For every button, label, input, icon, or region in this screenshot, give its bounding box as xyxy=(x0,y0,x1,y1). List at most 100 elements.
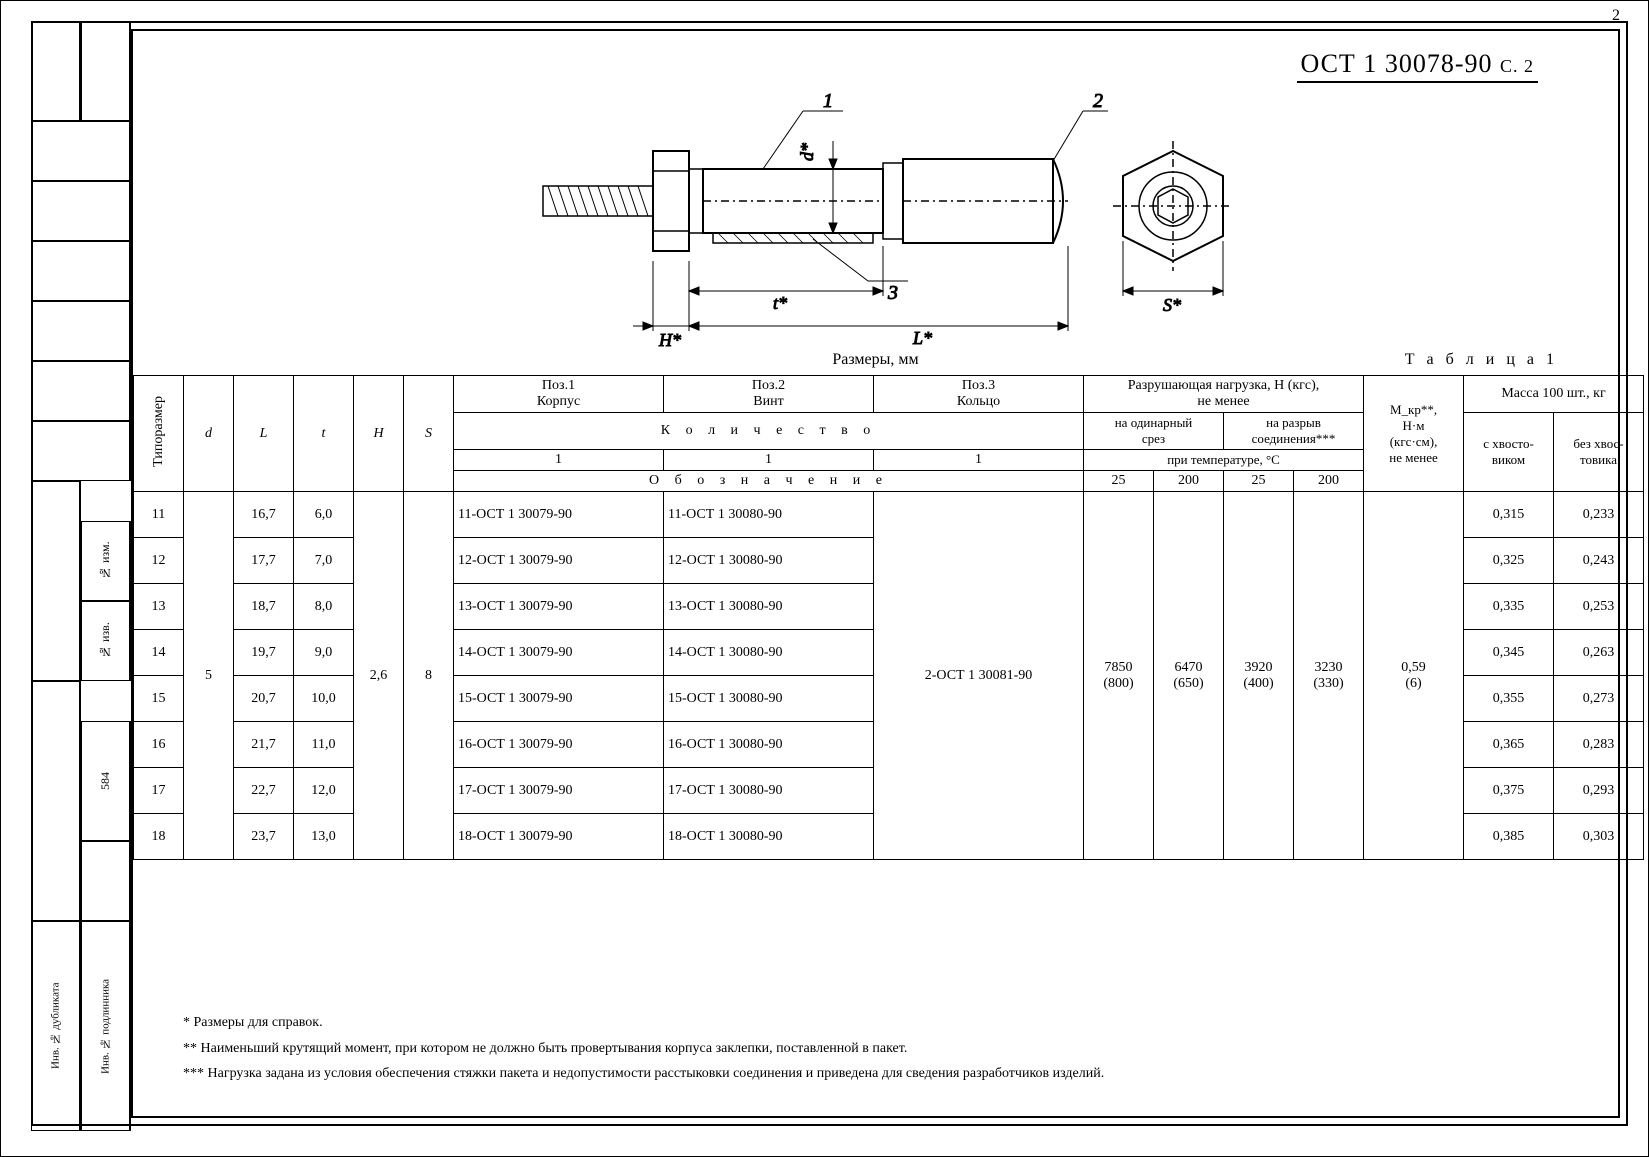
spec-table: Типоразмер d L t H S Поз.1 Корпус Поз.2 … xyxy=(133,375,1644,860)
hdr-tensile: на разрыв соединения*** xyxy=(1224,413,1364,450)
dim-H: H* xyxy=(658,330,681,350)
footnote-1: * Размеры для справок. xyxy=(183,1010,1578,1035)
table-cell: 12-ОСТ 1 30080-90 xyxy=(664,538,874,584)
table-cell: 5 xyxy=(184,492,234,860)
inner-frame: ОСТ 1 30078-90 С. 2 xyxy=(131,29,1620,1118)
callout-2: 2 xyxy=(1093,91,1103,112)
dim-t: t* xyxy=(773,293,787,313)
table-cell: 0,345 xyxy=(1464,630,1554,676)
stamp-blank xyxy=(31,121,131,181)
stamp-584: 584 xyxy=(81,721,131,841)
table-cell: 22,7 xyxy=(234,768,294,814)
table-cell: 23,7 xyxy=(234,814,294,860)
hdr-load: Разрушающая нагрузка, Н (кгс), не менее xyxy=(1084,376,1364,413)
table-cell: 0,365 xyxy=(1464,722,1554,768)
left-margin-stamp: № изм. № изв. 584 Инв. № дубликата Инв. … xyxy=(31,21,131,1126)
table-cell: 20,7 xyxy=(234,676,294,722)
table-cell: 7,0 xyxy=(294,538,354,584)
table-cell: 6470 (650) xyxy=(1154,492,1224,860)
table-cell: 3920 (400) xyxy=(1224,492,1294,860)
footnote-3: *** Нагрузка задана из условия обеспечен… xyxy=(183,1061,1578,1086)
table-cell: 3230 (330) xyxy=(1294,492,1364,860)
table-label: Т а б л и ц а 1 xyxy=(1405,351,1558,369)
stamp-blank xyxy=(81,21,131,121)
table-cell: 0,303 xyxy=(1554,814,1644,860)
hdr-q1: 1 xyxy=(454,450,664,471)
table-cell: 0,263 xyxy=(1554,630,1644,676)
table-cell: 13-ОСТ 1 30079-90 xyxy=(454,584,664,630)
stamp-orig: Инв. № подлинника xyxy=(81,921,131,1131)
table-cell: 0,385 xyxy=(1464,814,1554,860)
hdr-temp: при температуре, °C xyxy=(1084,450,1364,471)
hdr-L: L xyxy=(234,376,294,492)
table-cell: 15-ОСТ 1 30080-90 xyxy=(664,676,874,722)
table-cell: 0,253 xyxy=(1554,584,1644,630)
table-cell: 0,335 xyxy=(1464,584,1554,630)
table-cell: 12 xyxy=(134,538,184,584)
table-cell: 2,6 xyxy=(354,492,404,860)
hdr-S: S xyxy=(404,376,454,492)
table-cell: 18-ОСТ 1 30079-90 xyxy=(454,814,664,860)
hdr-pos1: Поз.1 Корпус xyxy=(454,376,664,413)
hdr-mkr: М_кр**, Н·м (кгс·см), не менее xyxy=(1364,376,1464,492)
stamp-blank xyxy=(81,841,131,921)
hdr-shear: на одинарный срез xyxy=(1084,413,1224,450)
table-cell: 14-ОСТ 1 30079-90 xyxy=(454,630,664,676)
table-cell: 14 xyxy=(134,630,184,676)
hdr-mass: Масса 100 шт., кг xyxy=(1464,376,1644,413)
hdr-pos2: Поз.2 Винт xyxy=(664,376,874,413)
table-cell: 16-ОСТ 1 30080-90 xyxy=(664,722,874,768)
hdr-q3: 1 xyxy=(874,450,1084,471)
table-cell: 17 xyxy=(134,768,184,814)
stamp-blank xyxy=(31,421,131,481)
hdr-pos3: Поз.3 Кольцо xyxy=(874,376,1084,413)
stamp-izv: № изв. xyxy=(81,601,131,681)
table-cell: 12,0 xyxy=(294,768,354,814)
stamp-izm: № изм. xyxy=(81,521,131,601)
doc-suffix: С. 2 xyxy=(1500,56,1534,76)
hdr-t25a: 25 xyxy=(1084,471,1154,492)
table-cell: 0,315 xyxy=(1464,492,1554,538)
table-cell: 0,233 xyxy=(1554,492,1644,538)
table-cell: 10,0 xyxy=(294,676,354,722)
table-cell: 0,243 xyxy=(1554,538,1644,584)
hdr-t25b: 25 xyxy=(1224,471,1294,492)
table-header: Типоразмер d L t H S Поз.1 Корпус Поз.2 … xyxy=(134,376,1644,492)
table-cell: 0,59 (6) xyxy=(1364,492,1464,860)
stamp-blank xyxy=(31,21,81,121)
table-cell: 17-ОСТ 1 30080-90 xyxy=(664,768,874,814)
table-cell: 7850 (800) xyxy=(1084,492,1154,860)
stamp-blank xyxy=(31,241,131,301)
stamp-blank xyxy=(31,181,131,241)
stamp-blank xyxy=(31,481,81,681)
hdr-desig: О б о з н а ч е н и е xyxy=(454,471,1084,492)
table-cell: 16-ОСТ 1 30079-90 xyxy=(454,722,664,768)
drawing-svg: 1 2 3 d* H* xyxy=(513,91,1293,351)
table-cell: 0,355 xyxy=(1464,676,1554,722)
table-cell: 0,293 xyxy=(1554,768,1644,814)
table-cell: 21,7 xyxy=(234,722,294,768)
table-cell: 13,0 xyxy=(294,814,354,860)
footnotes: * Размеры для справок. ** Наименьший кру… xyxy=(183,1010,1578,1086)
table-cell: 13 xyxy=(134,584,184,630)
hdr-t: t xyxy=(294,376,354,492)
hdr-t200b b: 200 xyxy=(1294,471,1364,492)
table-cell: 18,7 xyxy=(234,584,294,630)
hdr-H: H xyxy=(354,376,404,492)
table-cell: 8,0 xyxy=(294,584,354,630)
doc-title: ОСТ 1 30078-90 С. 2 xyxy=(1297,49,1539,83)
hdr-q2: 1 xyxy=(664,450,874,471)
hdr-size: Типоразмер xyxy=(151,396,167,467)
table-cell: 0,325 xyxy=(1464,538,1554,584)
callout-3: 3 xyxy=(887,282,898,304)
table-cell: 0,273 xyxy=(1554,676,1644,722)
dim-S: S* xyxy=(1163,295,1181,315)
table-cell: 18 xyxy=(134,814,184,860)
table-cell: 11,0 xyxy=(294,722,354,768)
technical-drawing: 1 2 3 d* H* xyxy=(513,91,1293,351)
dimensions-caption: Размеры, мм xyxy=(832,351,918,369)
table-cell: 11 xyxy=(134,492,184,538)
hdr-qty: К о л и ч е с т в о xyxy=(454,413,1084,450)
table-cell: 2-ОСТ 1 30081-90 xyxy=(874,492,1084,860)
table-cell: 11-ОСТ 1 30079-90 xyxy=(454,492,664,538)
